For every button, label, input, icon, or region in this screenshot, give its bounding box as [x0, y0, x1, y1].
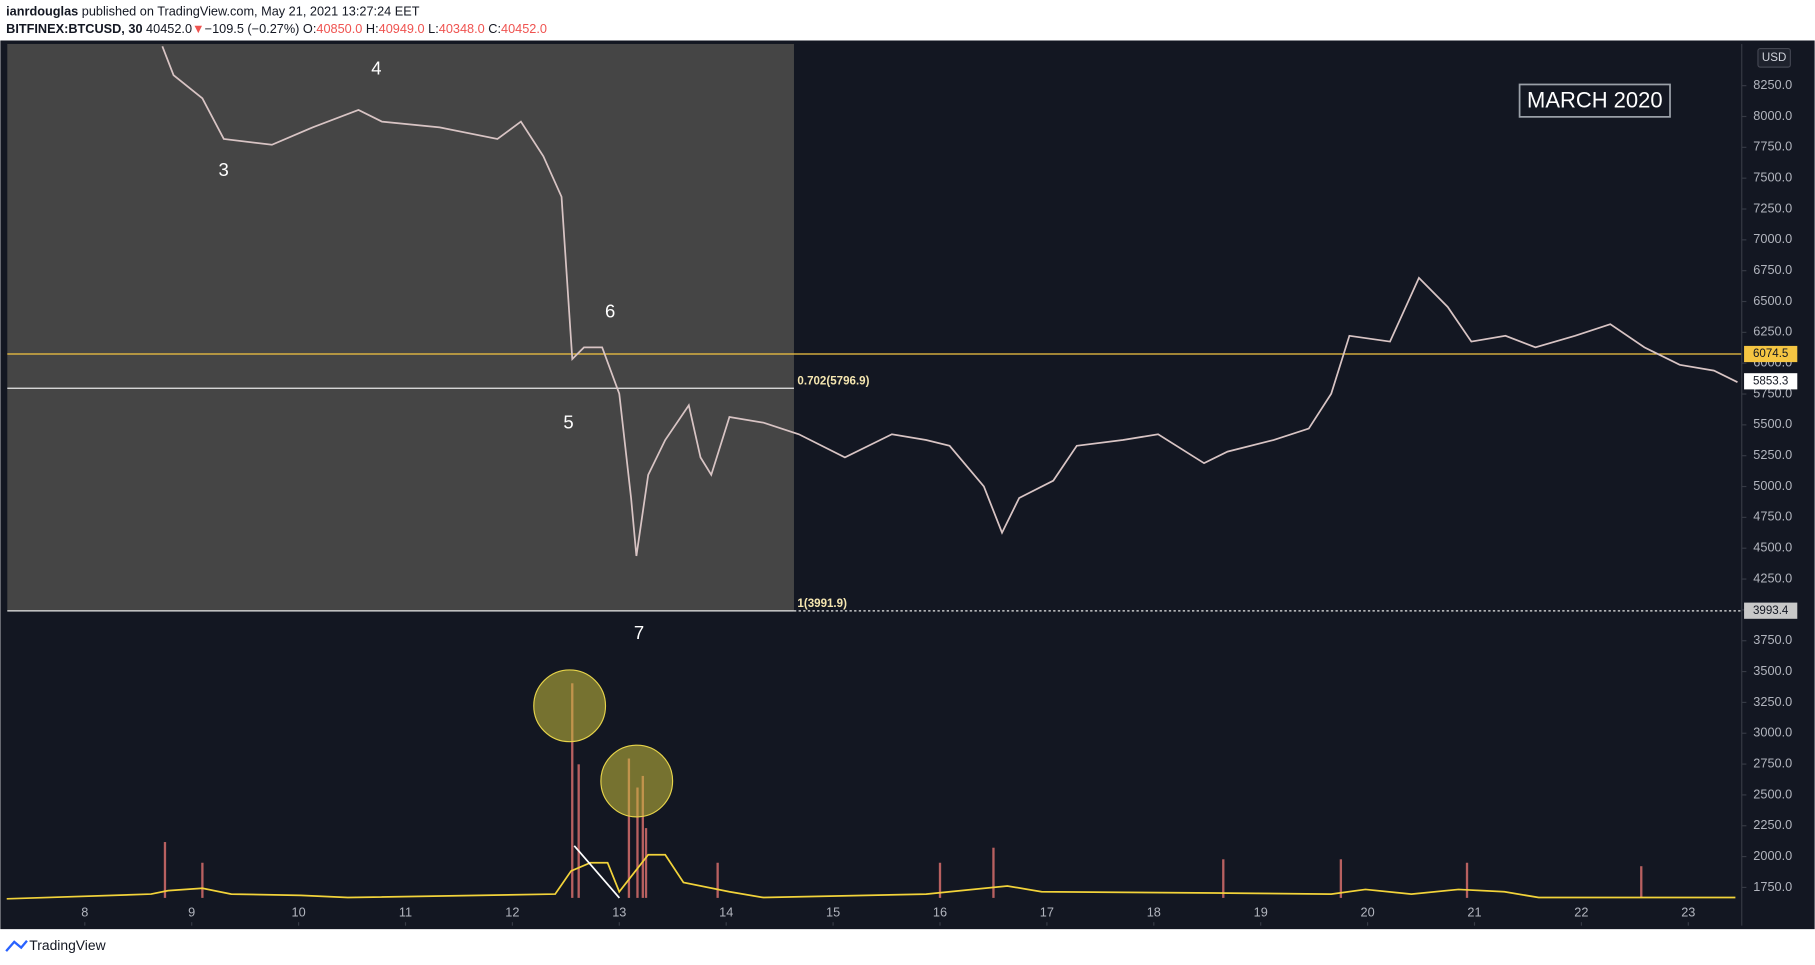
- ohlc-value: 40949.0: [379, 21, 425, 36]
- y-tick-label: 3500.0: [1753, 663, 1792, 678]
- y-tick-label: 8000.0: [1753, 108, 1792, 123]
- volume-bar: [1465, 862, 1469, 898]
- volume-bar: [992, 847, 995, 898]
- price-marker-bg: [1744, 373, 1798, 390]
- ohlc-value: 40348.0: [439, 21, 485, 36]
- x-tick-label: 11: [399, 904, 412, 919]
- wave-label: 6: [605, 300, 615, 321]
- ohlc-label: O:: [299, 21, 316, 36]
- price-marker-bg: [1744, 345, 1798, 363]
- x-tick-label: 18: [1147, 904, 1161, 919]
- x-tick-label: 22: [1574, 904, 1588, 919]
- volume-bar: [641, 775, 644, 898]
- y-tick-label: 5000.0: [1753, 478, 1792, 493]
- x-tick-label: 16: [933, 904, 947, 919]
- ohlc-label: C:: [485, 21, 501, 36]
- y-tick-label: 1750.0: [1753, 879, 1792, 894]
- volume-bar: [627, 758, 631, 898]
- y-tick-label: 3250.0: [1753, 694, 1792, 709]
- axis-unit: USD: [1762, 52, 1786, 64]
- x-tick-label: 15: [826, 904, 840, 919]
- last-price: 40452.0: [143, 21, 193, 36]
- fib-label: 0.702(5796.9): [797, 375, 869, 387]
- y-tick-label: 2750.0: [1753, 755, 1792, 770]
- highlight-zone: [7, 43, 794, 611]
- user: ianrdouglas: [6, 4, 78, 19]
- y-tick-label: 2500.0: [1753, 786, 1792, 801]
- arrow: ▼: [192, 21, 205, 36]
- wave-label: 3: [219, 159, 229, 180]
- x-tick-label: 21: [1467, 904, 1481, 919]
- x-tick-label: 20: [1361, 904, 1375, 919]
- wave-label: 5: [563, 411, 573, 432]
- y-tick-label: 8250.0: [1753, 77, 1792, 92]
- y-tick-label: 6750.0: [1753, 262, 1792, 277]
- ohlc-label: H:: [362, 21, 378, 36]
- y-tick-label: 3000.0: [1753, 725, 1792, 740]
- title-box: [1518, 83, 1671, 118]
- price-marker: 3993.4: [1753, 605, 1789, 617]
- price-marker-bg: [1744, 602, 1798, 619]
- y-tick-label: 4750.0: [1753, 509, 1792, 524]
- brand-logo: [5, 939, 28, 952]
- y-tick-label: 4500.0: [1753, 540, 1792, 555]
- y-tick-label: 7250.0: [1753, 200, 1792, 215]
- y-tick-label: 6250.0: [1753, 324, 1792, 339]
- price-marker: 6074.5: [1753, 348, 1788, 360]
- ohlc-value: 40452.0: [501, 21, 547, 36]
- price-marker: 5853.3: [1753, 375, 1788, 387]
- volume-bar: [716, 862, 719, 898]
- header-line: ianrdouglas published on TradingView.com…: [6, 4, 420, 19]
- plot: 1750.0 2000.0 2250.0 2500.0 2750.0 3000.0 3250…: [6, 43, 1798, 926]
- volume-bar: [201, 862, 204, 898]
- x-tick-label: 10: [292, 904, 306, 919]
- volume-bar: [636, 787, 639, 898]
- x-tick-label: 23: [1681, 904, 1695, 919]
- volume-bar: [1222, 859, 1225, 898]
- volume-bar: [644, 828, 648, 898]
- unit-box: [1757, 48, 1791, 68]
- y-tick-label: 6500.0: [1753, 293, 1792, 308]
- price-line: [161, 45, 1738, 557]
- volume-bar: [163, 842, 167, 898]
- x-tick-label: 8: [81, 904, 88, 919]
- volume-bar: [577, 764, 580, 898]
- ohlc-label: L:: [425, 21, 439, 36]
- x-tick-label: 17: [1040, 904, 1054, 919]
- y-tick-label: 5250.0: [1753, 447, 1792, 462]
- x-tick-label: 9: [188, 904, 195, 919]
- symbol-line: BITFINEX:BTCUSD, 30 40452.0▼−109.5 (−0.2…: [6, 21, 547, 36]
- x-tick-label: 19: [1254, 904, 1268, 919]
- y-tick-label: 5500.0: [1753, 416, 1792, 431]
- volume-bar: [571, 683, 574, 898]
- symbol: BITFINEX:BTCUSD, 30: [6, 21, 142, 36]
- ohlc-value: 40850.0: [316, 21, 362, 36]
- highlight-circle: [533, 669, 607, 743]
- y-tick-label: 3750.0: [1753, 632, 1792, 647]
- x-tick-label: 14: [719, 904, 733, 919]
- wave-label: 7: [634, 622, 644, 643]
- y-tick-label: 4250.0: [1753, 570, 1792, 585]
- x-tick-label: 12: [505, 904, 519, 919]
- y-tick-label: 7000.0: [1753, 231, 1792, 246]
- y-tick-label: 2250.0: [1753, 817, 1792, 832]
- footer-brand: TradingView: [29, 937, 106, 953]
- y-tick-label: 7750.0: [1753, 139, 1792, 154]
- y-tick-label: 2000.0: [1753, 848, 1792, 863]
- trend-line: [573, 845, 621, 899]
- volume-ma-line: [6, 853, 1736, 900]
- published: published on TradingView.com, May 21, 20…: [78, 4, 420, 19]
- volume-bar: [1339, 859, 1343, 898]
- highlight-circle: [600, 744, 674, 818]
- x-tick-label: 13: [612, 904, 626, 919]
- wave-label: 4: [371, 57, 381, 78]
- y-tick-label: 7500.0: [1753, 170, 1792, 185]
- volume-bar: [1640, 866, 1643, 898]
- fib-label: 1(3991.9): [797, 598, 847, 610]
- chart-title: MARCH 2020: [1527, 88, 1663, 113]
- volume-bar: [938, 862, 942, 898]
- change: −109.5 (−0.27%): [205, 21, 300, 36]
